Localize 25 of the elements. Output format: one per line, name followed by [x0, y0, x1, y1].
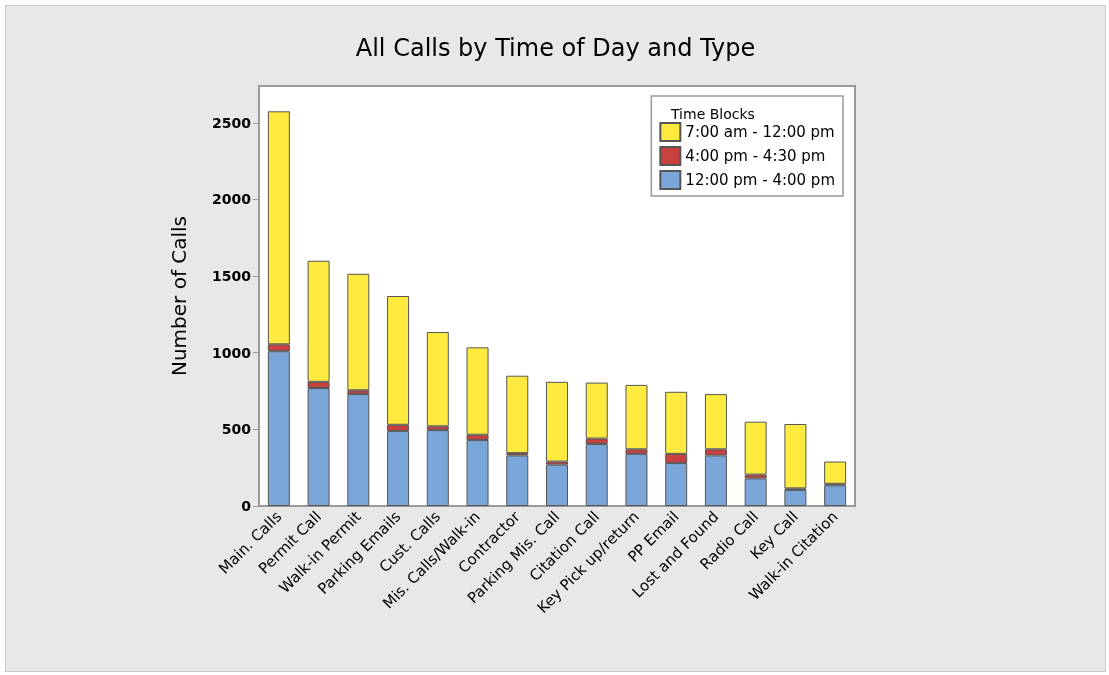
bar: [625, 453, 648, 506]
y-tick-label: 2000: [212, 191, 252, 208]
legend-label: 7:00 am - 12:00 pm: [685, 123, 835, 141]
bar: [347, 273, 370, 391]
bar: [625, 384, 648, 450]
y-tick-label: 500: [221, 421, 252, 438]
bar: [585, 443, 608, 506]
legend-label: 4:00 pm - 4:30 pm: [685, 147, 826, 165]
bar: [546, 464, 568, 506]
bar: [506, 455, 529, 506]
y-axis-title: Number of Calls: [167, 215, 191, 377]
bar: [347, 394, 370, 506]
legend-title: Time Blocks: [670, 106, 755, 122]
y-tick-label: 1500: [212, 268, 252, 285]
chart-title: All Calls by Time of Day and Type: [355, 34, 756, 62]
bar: [506, 375, 529, 454]
legend-label: 12:00 pm - 4:00 pm: [685, 171, 836, 189]
bar: [546, 381, 568, 462]
bar: [426, 430, 449, 506]
bar: [426, 332, 449, 427]
bar: [744, 478, 767, 506]
y-tick-label: 2500: [212, 114, 252, 131]
bar: [744, 421, 767, 475]
y-tick-label: 0: [241, 498, 252, 514]
y-tick-label: 1000: [212, 344, 252, 361]
